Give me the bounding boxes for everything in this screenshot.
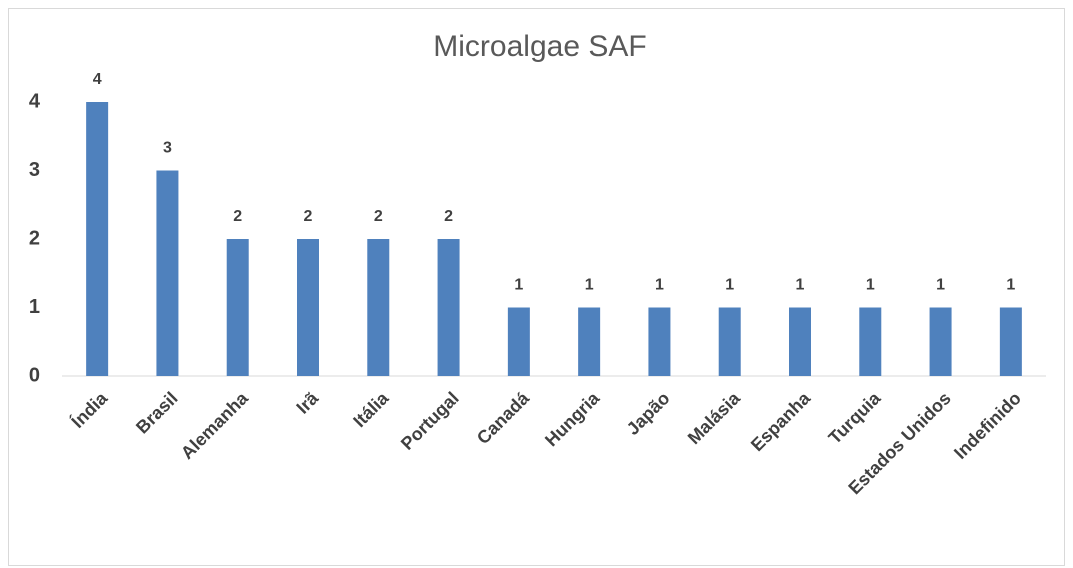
bar	[226, 239, 249, 376]
bar	[437, 239, 460, 376]
data-label: 2	[444, 208, 453, 225]
data-label: 3	[163, 140, 172, 157]
bar	[789, 307, 811, 376]
data-label: 1	[585, 277, 594, 294]
data-label: 2	[374, 208, 383, 225]
data-label: 1	[514, 277, 523, 294]
y-tick-label: 4	[29, 90, 41, 112]
bar	[507, 307, 530, 376]
data-label: 1	[796, 277, 805, 294]
data-label: 1	[725, 277, 734, 294]
data-label: 2	[304, 208, 313, 225]
chart-title: Microalgae SAF	[433, 30, 646, 63]
bar	[859, 307, 882, 376]
bar	[929, 307, 952, 376]
y-tick-label: 2	[29, 227, 40, 249]
y-tick-label: 1	[29, 296, 40, 318]
data-label: 4	[93, 71, 102, 88]
chart-border	[8, 8, 1065, 566]
bar	[578, 307, 601, 376]
bar	[86, 102, 109, 376]
data-label: 2	[233, 208, 242, 225]
bar	[367, 239, 390, 376]
bar	[718, 307, 741, 376]
y-tick-label: 3	[29, 159, 40, 181]
bar	[999, 307, 1022, 376]
data-label: 1	[1006, 277, 1015, 294]
data-label: 1	[655, 277, 664, 294]
bar	[297, 239, 319, 376]
y-tick-label: 0	[29, 364, 40, 386]
bar	[156, 170, 179, 376]
bar	[648, 307, 671, 376]
data-label: 1	[866, 277, 875, 294]
data-label: 1	[936, 277, 945, 294]
